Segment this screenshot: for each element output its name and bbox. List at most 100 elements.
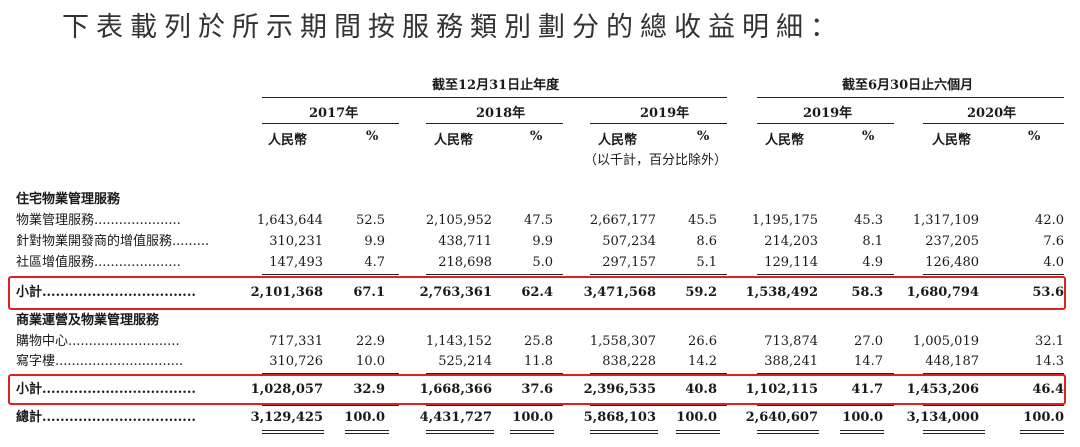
subtotal-rule xyxy=(590,373,727,374)
percent-header: % xyxy=(862,129,875,144)
cell-2019i-rmb: 1,102,115 xyxy=(745,382,818,397)
cell-2019i-rmb: 1,538,492 xyxy=(745,285,818,300)
row-label: 購物中心........................... xyxy=(16,334,180,349)
double-rule xyxy=(840,430,884,434)
year-header-2017: 2017年 xyxy=(309,106,359,121)
cell-2020i-rmb: 126,480 xyxy=(925,255,979,270)
cell-2018-rmb: 1,143,152 xyxy=(425,334,492,349)
subtotal-rule xyxy=(757,274,894,275)
row-label: 小計.................................. xyxy=(16,285,196,300)
cell-2017-rmb: 3,129,425 xyxy=(250,410,323,425)
annual-group-rule xyxy=(262,97,727,98)
year-rule-2017 xyxy=(262,123,399,124)
subtotal-rule xyxy=(426,274,563,275)
cell-2019i-pct: 27.0 xyxy=(854,334,883,349)
cell-2019i-pct: 100.0 xyxy=(842,410,883,425)
cell-2018-pct: 100.0 xyxy=(512,410,553,425)
cell-2019i-pct: 58.3 xyxy=(851,285,883,300)
currency-header: 人民幣 xyxy=(268,133,308,148)
double-rule xyxy=(262,430,324,434)
cell-2018-rmb: 4,431,727 xyxy=(419,410,492,425)
cell-2019-pct: 100.0 xyxy=(676,410,717,425)
row-label: 寫字樓............................... xyxy=(16,354,184,369)
double-rule xyxy=(676,430,720,434)
subtotal-rule xyxy=(923,373,1064,374)
cell-2017-pct: 9.9 xyxy=(364,234,385,249)
cell-2018-rmb: 1,668,366 xyxy=(419,382,492,397)
cell-2017-pct: 32.9 xyxy=(353,382,385,397)
cell-2020i-pct: 32.1 xyxy=(1035,334,1064,349)
row-label: 小計.................................. xyxy=(16,382,196,397)
double-rule xyxy=(510,430,554,434)
total-rule xyxy=(426,405,563,406)
cell-2019i-rmb: 713,874 xyxy=(764,334,818,349)
cell-2020i-rmb: 1,317,109 xyxy=(912,213,979,228)
total-rule xyxy=(757,405,894,406)
cell-2017-pct: 67.1 xyxy=(353,285,385,300)
cell-2020i-pct: 4.0 xyxy=(1043,255,1064,270)
cell-2017-pct: 52.5 xyxy=(356,213,385,228)
cell-2018-rmb: 218,698 xyxy=(438,255,492,270)
cell-2020i-rmb: 1,005,019 xyxy=(912,334,979,349)
double-rule xyxy=(757,430,819,434)
row-label: 社區增值服務..................... xyxy=(16,255,181,270)
double-rule xyxy=(590,430,658,434)
subtotal-rule xyxy=(262,373,399,374)
cell-2019-pct: 45.5 xyxy=(688,213,717,228)
cell-2017-pct: 10.0 xyxy=(356,354,385,369)
cell-2020i-rmb: 237,205 xyxy=(925,234,979,249)
cell-2019-rmb: 297,157 xyxy=(602,255,656,270)
highlight-box xyxy=(8,374,1066,405)
cell-2017-rmb: 2,101,368 xyxy=(250,285,323,300)
cell-2018-pct: 37.6 xyxy=(521,382,553,397)
total-row: 總計.................................. 3,1… xyxy=(0,408,1080,427)
year-rule-2020-interim xyxy=(923,123,1064,124)
table-row: 針對物業開發商的增值服務......... 310,231 9.9 438,71… xyxy=(0,232,1080,251)
cell-2017-pct: 4.7 xyxy=(364,255,385,270)
currency-header: 人民幣 xyxy=(932,133,972,148)
cell-2018-rmb: 2,763,361 xyxy=(419,285,492,300)
subtotal-rule xyxy=(757,373,894,374)
table-row: 社區增值服務..................... 147,493 4.7 … xyxy=(0,253,1080,272)
subtotal-rule xyxy=(426,373,563,374)
year-header-2020-interim: 2020年 xyxy=(967,106,1017,121)
year-header-2018: 2018年 xyxy=(476,106,526,121)
cell-2019-rmb: 1,558,307 xyxy=(589,334,656,349)
section-title: 商業運營及物業管理服務 xyxy=(16,313,160,328)
cell-2017-rmb: 147,493 xyxy=(269,255,323,270)
cell-2020i-rmb: 1,680,794 xyxy=(906,285,979,300)
cell-2017-pct: 22.9 xyxy=(356,334,385,349)
section-title-row: 商業運營及物業管理服務 xyxy=(0,311,1080,330)
cell-2017-rmb: 310,726 xyxy=(269,354,323,369)
cell-2019-rmb: 5,868,103 xyxy=(583,410,656,425)
cell-2019i-pct: 8.1 xyxy=(862,234,883,249)
double-rule xyxy=(426,430,494,434)
cell-2020i-pct: 46.4 xyxy=(1032,382,1064,397)
cell-2019i-pct: 41.7 xyxy=(851,382,883,397)
cell-2020i-pct: 14.3 xyxy=(1035,354,1064,369)
year-rule-2019 xyxy=(590,123,727,124)
cell-2017-rmb: 1,643,644 xyxy=(256,213,323,228)
cell-2018-rmb: 438,711 xyxy=(438,234,492,249)
cell-2019i-pct: 4.9 xyxy=(862,255,883,270)
cell-2018-pct: 5.0 xyxy=(532,255,553,270)
cell-2020i-pct: 42.0 xyxy=(1035,213,1064,228)
year-header-2019-interim: 2019年 xyxy=(803,106,853,121)
currency-header: 人民幣 xyxy=(765,133,805,148)
interim-group-header: 截至6月30日止六個月 xyxy=(842,78,974,93)
cell-2017-rmb: 1,028,057 xyxy=(250,382,323,397)
cell-2020i-rmb: 1,453,206 xyxy=(906,382,979,397)
cell-2019i-rmb: 129,114 xyxy=(764,255,818,270)
table-row: 購物中心........................... 717,331 … xyxy=(0,332,1080,351)
double-rule xyxy=(923,430,985,434)
percent-header: % xyxy=(366,129,379,144)
currency-header: 人民幣 xyxy=(434,133,474,148)
cell-2019-pct: 26.6 xyxy=(688,334,717,349)
cell-2019i-pct: 45.3 xyxy=(854,213,883,228)
cell-2018-pct: 25.8 xyxy=(524,334,553,349)
cell-2018-pct: 47.5 xyxy=(524,213,553,228)
cell-2019i-rmb: 1,195,175 xyxy=(751,213,818,228)
cell-2019-rmb: 507,234 xyxy=(602,234,656,249)
table-row: 物業管理服務..................... 1,643,644 52… xyxy=(0,211,1080,230)
page-title: 下表載列於所示期間按服務類別劃分的總收益明細： xyxy=(62,12,844,43)
